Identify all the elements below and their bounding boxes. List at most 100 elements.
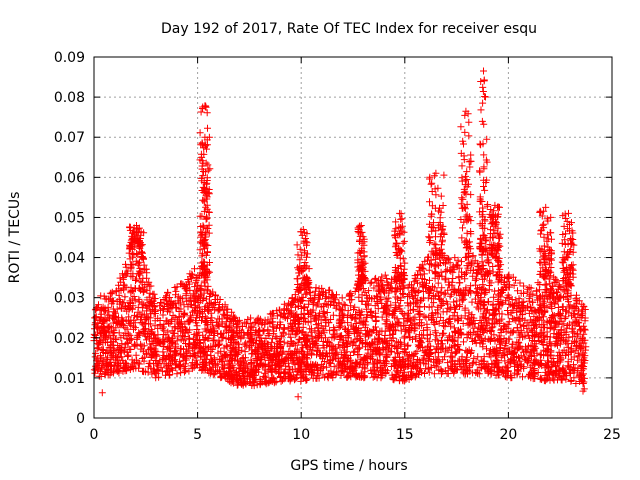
data-point bbox=[361, 363, 369, 371]
data-point bbox=[179, 295, 187, 303]
data-point bbox=[200, 355, 208, 363]
data-point bbox=[350, 366, 358, 374]
data-point bbox=[556, 340, 564, 348]
data-point bbox=[312, 284, 320, 292]
data-point bbox=[446, 343, 454, 351]
data-point bbox=[328, 333, 336, 341]
data-point bbox=[337, 322, 344, 330]
data-point bbox=[440, 329, 448, 337]
data-point bbox=[98, 364, 105, 372]
data-point bbox=[442, 319, 449, 327]
data-point bbox=[545, 275, 553, 283]
data-point bbox=[497, 326, 505, 334]
data-point bbox=[378, 313, 386, 321]
data-point bbox=[391, 326, 399, 334]
data-point bbox=[416, 331, 423, 339]
data-point bbox=[410, 358, 418, 366]
data-point bbox=[380, 338, 388, 345]
data-point bbox=[517, 289, 525, 297]
data-point bbox=[487, 328, 495, 335]
data-point bbox=[438, 272, 446, 280]
data-point bbox=[465, 346, 473, 354]
data-point bbox=[261, 369, 269, 377]
data-point bbox=[387, 301, 395, 309]
data-point bbox=[115, 291, 123, 299]
data-point bbox=[520, 298, 528, 306]
data-point bbox=[464, 264, 472, 272]
data-point bbox=[381, 271, 389, 279]
data-point bbox=[93, 345, 101, 353]
data-point bbox=[140, 265, 148, 273]
data-point bbox=[332, 370, 340, 378]
data-point bbox=[514, 287, 521, 295]
data-point bbox=[244, 330, 252, 338]
data-point bbox=[343, 340, 351, 348]
data-point bbox=[167, 365, 175, 373]
data-point bbox=[465, 309, 473, 317]
data-point bbox=[447, 352, 455, 360]
data-point bbox=[190, 330, 198, 338]
data-point bbox=[448, 348, 456, 356]
data-point bbox=[159, 348, 167, 356]
data-point bbox=[359, 285, 367, 292]
data-point bbox=[205, 300, 213, 308]
data-point bbox=[449, 275, 457, 282]
data-point bbox=[124, 352, 132, 360]
data-point bbox=[368, 278, 376, 286]
data-point bbox=[373, 279, 381, 287]
data-point bbox=[281, 314, 289, 322]
data-point bbox=[481, 290, 489, 298]
data-point bbox=[410, 305, 417, 313]
data-point bbox=[147, 310, 155, 318]
data-point bbox=[279, 328, 287, 336]
data-point bbox=[431, 327, 439, 335]
data-point bbox=[540, 331, 548, 339]
data-point bbox=[159, 311, 167, 319]
data-point bbox=[217, 347, 225, 355]
data-point bbox=[472, 295, 479, 303]
data-point bbox=[530, 313, 538, 321]
data-point bbox=[371, 275, 379, 283]
data-point bbox=[366, 279, 374, 287]
data-point bbox=[557, 326, 565, 334]
data-point bbox=[506, 301, 514, 308]
data-point bbox=[208, 319, 216, 326]
data-point bbox=[285, 363, 293, 371]
data-point bbox=[151, 317, 159, 325]
data-point bbox=[571, 310, 579, 318]
data-point bbox=[473, 303, 481, 311]
data-point bbox=[319, 363, 327, 371]
data-point bbox=[536, 281, 544, 288]
data-point bbox=[241, 341, 249, 349]
data-point bbox=[130, 293, 138, 300]
data-point bbox=[468, 298, 476, 306]
data-point bbox=[446, 292, 454, 300]
data-point bbox=[326, 359, 334, 367]
data-point bbox=[145, 320, 153, 328]
data-point bbox=[434, 337, 442, 345]
data-point bbox=[132, 277, 139, 284]
data-point bbox=[367, 345, 375, 353]
data-point bbox=[355, 314, 363, 322]
data-point bbox=[411, 313, 419, 321]
data-point bbox=[453, 348, 461, 356]
data-point bbox=[382, 303, 390, 311]
data-point bbox=[151, 295, 159, 302]
data-point bbox=[414, 279, 421, 287]
data-point bbox=[488, 335, 496, 342]
data-point bbox=[582, 343, 590, 351]
data-point bbox=[140, 353, 148, 361]
data-point bbox=[395, 302, 403, 310]
data-point bbox=[531, 307, 539, 315]
data-point bbox=[239, 354, 247, 362]
data-point bbox=[343, 339, 350, 347]
data-point bbox=[350, 348, 358, 356]
data-point bbox=[307, 317, 315, 325]
data-point bbox=[120, 299, 128, 307]
data-point bbox=[427, 342, 435, 350]
data-point bbox=[413, 347, 421, 355]
data-point bbox=[258, 321, 266, 329]
data-point bbox=[238, 322, 246, 330]
data-point bbox=[220, 329, 228, 337]
data-point bbox=[125, 345, 133, 353]
